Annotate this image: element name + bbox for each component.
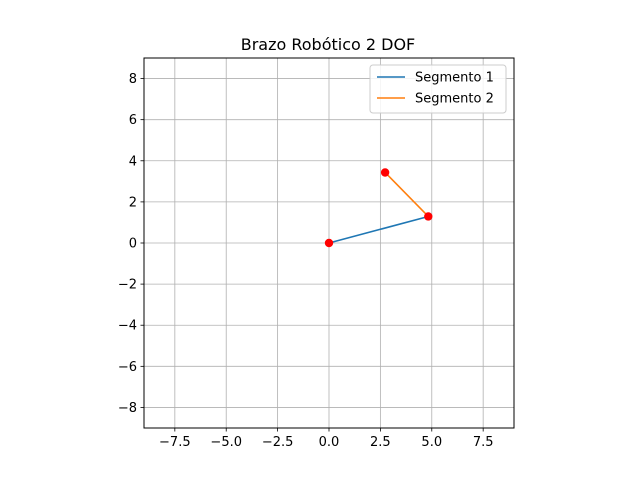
series-line-segmento-1 — [328, 215, 429, 244]
x-tick-label: −2.5 — [262, 435, 294, 450]
joint-point-2 — [380, 168, 390, 177]
series-line-segmento-2 — [384, 171, 429, 218]
series-layer — [328, 171, 429, 244]
legend: Segmento 1 Segmento 2 — [369, 64, 507, 114]
y-tick-label: −4 — [118, 319, 137, 334]
x-axis-ticks: −7.5 −5.0 −2.5 0.0 2.5 5.0 7.5 — [159, 428, 494, 450]
y-tick-label: 4 — [129, 154, 137, 169]
y-tick-label: −2 — [118, 278, 137, 293]
y-tick-label: −8 — [118, 401, 137, 416]
grid — [144, 58, 514, 428]
joints-layer — [324, 168, 433, 248]
x-tick-label: 7.5 — [473, 435, 494, 450]
chart-title: Brazo Robótico 2 DOF — [241, 35, 416, 54]
joint-point-0 — [324, 238, 334, 248]
legend-label: Segmento 1 — [415, 71, 494, 86]
x-tick-label: 0.0 — [319, 435, 340, 450]
joint-point-1 — [424, 212, 433, 221]
y-tick-label: −6 — [118, 360, 137, 375]
y-axis-ticks: −8 −6 −4 −2 0 2 4 6 8 — [118, 72, 144, 416]
y-tick-label: 8 — [129, 72, 137, 87]
x-tick-label: −5.0 — [210, 435, 242, 450]
legend-label: Segmento 2 — [415, 92, 494, 107]
y-tick-label: 6 — [129, 113, 137, 128]
x-tick-label: 5.0 — [421, 435, 442, 450]
x-tick-label: −7.5 — [159, 435, 191, 450]
y-tick-label: 0 — [129, 237, 137, 252]
y-tick-label: 2 — [129, 195, 137, 210]
x-tick-label: 2.5 — [370, 435, 391, 450]
